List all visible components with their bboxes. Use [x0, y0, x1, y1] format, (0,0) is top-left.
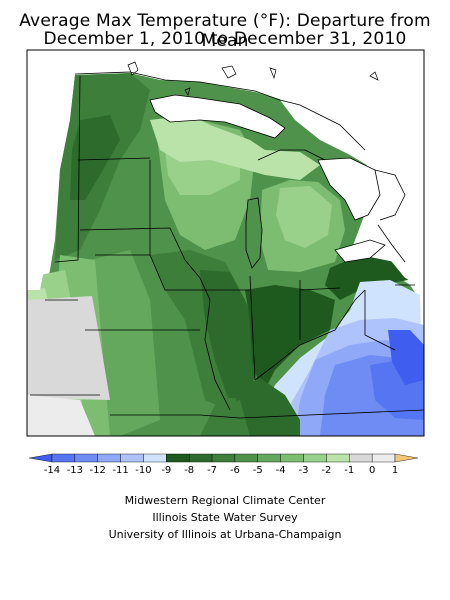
legend-bin: [280, 453, 304, 463]
region-ky-mid: [200, 400, 250, 436]
legend-tick-label: -3: [299, 465, 309, 476]
legend-tick-label: -9: [161, 465, 171, 476]
legend-bin: [188, 453, 213, 463]
region-il-darker: [200, 270, 258, 398]
legend-bin: [303, 453, 327, 463]
map-subtitle: December 1, 2010 to December 31, 2010: [43, 29, 407, 49]
coastlines: [149, 94, 406, 269]
legend-bin: [166, 453, 190, 463]
lake-huron: [318, 158, 380, 220]
lake-michigan: [246, 198, 262, 268]
legend-bin: [326, 453, 350, 463]
legend-bin: [234, 453, 259, 463]
legend-tick-label: 1: [392, 465, 398, 476]
region-in-darkest: [245, 285, 335, 395]
region-ky-dark: [235, 378, 300, 436]
lake-erie: [335, 240, 385, 262]
legend-bin: [74, 453, 98, 463]
legend-tick-label: -5: [253, 465, 263, 476]
region-west-gray: [27, 296, 110, 400]
region-oh-darkest: [325, 255, 408, 300]
legend-tick-label: 0: [369, 465, 375, 476]
canada-northeast: [280, 50, 424, 285]
legend-bin: [29, 453, 53, 463]
map-boundary: [26, 49, 425, 437]
legend-bin: [211, 453, 236, 463]
region-west-gray2: [27, 395, 95, 436]
legend-bin: [371, 453, 396, 463]
region-mi-light: [276, 186, 332, 248]
northern-lakes: [127, 61, 379, 96]
legend-tick-label: -12: [90, 465, 106, 476]
legend-tick-label: -4: [276, 465, 286, 476]
legend-bin: [257, 453, 281, 463]
credit-uiuc: University of Illinois at Urbana-Champai…: [108, 528, 342, 541]
credit-isws: Illinois State Water Survey: [152, 511, 298, 524]
legend-tick-label: -8: [184, 465, 194, 476]
state-borders: [30, 71, 425, 419]
legend-tick-label: -7: [207, 465, 217, 476]
legend-bin: [97, 453, 121, 463]
region-east-blue5: [388, 330, 424, 385]
legend-tick-label: -11: [112, 465, 128, 476]
region-north-dark2: [70, 115, 120, 200]
credit-mrcc: Midwestern Regional Climate Center: [124, 494, 326, 507]
legend-tick-label: -2: [321, 465, 331, 476]
legend-tick-label: -13: [67, 465, 83, 476]
legend-bin: [394, 453, 418, 463]
legend-bin: [120, 453, 144, 463]
legend-tick-label: -6: [230, 465, 240, 476]
map-title: Average Max Temperature (°F): Departure …: [19, 11, 431, 51]
legend-tick-label: -1: [344, 465, 354, 476]
legend-tick-label: -14: [44, 465, 60, 476]
lake-superior: [150, 95, 285, 138]
region-up-light: [150, 115, 320, 180]
legend-bin: [143, 453, 167, 463]
legend-bin: [51, 453, 76, 463]
legend-tick-label: -10: [135, 465, 151, 476]
legend-bin: [349, 453, 373, 463]
